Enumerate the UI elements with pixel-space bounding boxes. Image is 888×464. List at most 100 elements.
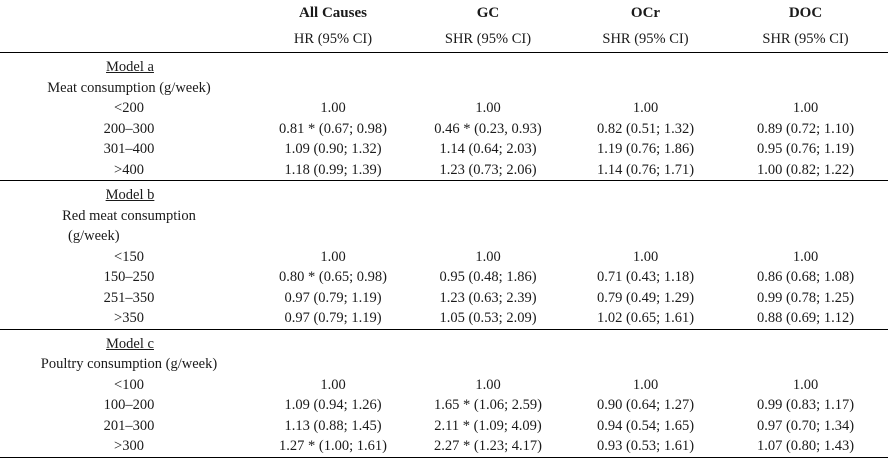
model-c-title-row: Model c <box>0 328 888 354</box>
table-row: <100 1.00 1.00 1.00 1.00 <box>0 375 888 396</box>
model-c-label: Poultry consumption (g/week) <box>40 356 218 372</box>
table-row: >400 1.18 (0.99; 1.39) 1.23 (0.73; 2.06)… <box>0 160 888 181</box>
value-cell: 1.02 (0.65; 1.61) <box>596 310 695 326</box>
model-b-label-row-2: (g/week) <box>0 226 888 247</box>
value-cell: 0.97 (0.70; 1.34) <box>756 417 855 434</box>
value-cell: 1.65 * (1.06; 2.59) <box>434 397 542 413</box>
table-row: >300 1.27 * (1.00; 1.61) 2.27 * (1.23; 4… <box>0 436 888 458</box>
value-cell: 1.00 <box>320 248 346 265</box>
value-cell: 0.89 (0.72; 1.10) <box>756 120 855 137</box>
value-cell: 1.09 (0.94; 1.26) <box>284 397 382 413</box>
value-cell: 1.00 <box>792 248 819 265</box>
table-row: >350 0.97 (0.79; 1.19) 1.05 (0.53; 2.09)… <box>0 308 888 329</box>
value-cell: 0.88 (0.69; 1.12) <box>756 310 855 326</box>
value-cell: 0.81 * (0.67; 0.98) <box>279 120 387 137</box>
header-empty-cell <box>0 0 258 27</box>
table-row: 301–400 1.09 (0.90; 1.32) 1.14 (0.64; 2.… <box>0 139 888 160</box>
table-row: 200–300 0.81 * (0.67; 0.98) 0.46 * (0.23… <box>0 119 888 140</box>
category-cell: >350 <box>114 310 144 326</box>
value-cell: 0.94 (0.54; 1.65) <box>596 417 695 434</box>
model-a-title-row: Model a <box>0 53 888 78</box>
value-cell: 1.23 (0.63; 2.39) <box>439 289 537 306</box>
value-cell: 0.93 (0.53; 1.61) <box>568 436 723 458</box>
model-b-title: Model b <box>0 180 258 206</box>
category-cell: 251–350 <box>103 289 155 306</box>
category-cell: <200 <box>114 100 144 116</box>
category-cell: 150–250 <box>103 269 155 285</box>
value-cell: 1.00 <box>475 100 501 116</box>
value-cell: 1.13 (0.88; 1.45) <box>284 417 382 434</box>
value-cell: 1.00 <box>792 376 819 393</box>
subheader-all-causes: HR (95% CI) <box>258 27 408 53</box>
value-cell: 1.00 <box>792 100 819 116</box>
value-cell: 1.00 <box>320 100 346 116</box>
category-cell: <150 <box>114 248 144 265</box>
value-cell: 1.00 <box>632 248 659 265</box>
value-cell: 0.46 * (0.23, 0.93) <box>434 120 542 137</box>
model-c-title: Model c <box>0 328 258 354</box>
value-cell: 2.11 * (1.09; 4.09) <box>434 417 542 434</box>
category-cell: 201–300 <box>103 417 155 434</box>
value-cell: 2.27 * (1.23; 4.17) <box>408 436 568 458</box>
model-b-title-row: Model b <box>0 180 888 206</box>
value-cell: 0.80 * (0.65; 0.98) <box>279 269 387 285</box>
value-cell: 1.00 <box>632 100 659 116</box>
value-cell: 1.00 <box>632 376 659 393</box>
header-row: All Causes GC OCr DOC <box>0 0 888 27</box>
category-cell: <100 <box>114 376 144 393</box>
value-cell: 0.79 (0.49; 1.29) <box>596 289 695 306</box>
value-cell: 0.95 (0.48; 1.86) <box>439 269 537 285</box>
table-row: <150 1.00 1.00 1.00 1.00 <box>0 247 888 268</box>
value-cell: 1.09 (0.90; 1.32) <box>284 141 382 157</box>
category-cell: 200–300 <box>103 120 155 137</box>
value-cell: 1.00 <box>320 376 346 393</box>
model-b-label-row: Red meat consumption <box>0 206 888 227</box>
value-cell: 0.97 (0.79; 1.19) <box>284 310 382 326</box>
model-a-label: Meat consumption (g/week) <box>47 79 211 96</box>
value-cell: 1.07 (0.80; 1.43) <box>723 436 888 458</box>
header-doc: DOC <box>788 5 823 21</box>
value-cell: 0.90 (0.64; 1.27) <box>596 397 695 413</box>
table-row: 201–300 1.13 (0.88; 1.45) 2.11 * (1.09; … <box>0 416 888 437</box>
header-ocr: OCr <box>630 5 661 21</box>
model-b-label-line1: Red meat consumption <box>62 207 196 224</box>
header-gc: GC <box>476 5 500 21</box>
value-cell: 0.97 (0.79; 1.19) <box>284 289 382 306</box>
table-row: 100–200 1.09 (0.94; 1.26) 1.65 * (1.06; … <box>0 395 888 416</box>
value-cell: 1.14 (0.76; 1.71) <box>596 161 695 178</box>
value-cell: 1.18 (0.99; 1.39) <box>284 161 382 178</box>
value-cell: 0.71 (0.43; 1.18) <box>596 269 695 285</box>
value-cell: 1.00 (0.82; 1.22) <box>756 161 855 178</box>
subheader-empty-cell <box>0 27 258 53</box>
value-cell: 1.00 <box>475 248 501 265</box>
value-cell: 1.19 (0.76; 1.86) <box>596 141 695 157</box>
subheader-ocr: SHR (95% CI) <box>568 27 723 53</box>
value-cell: 1.14 (0.64; 2.03) <box>439 141 537 157</box>
value-cell: 0.82 (0.51; 1.32) <box>596 120 695 137</box>
subheader-doc: SHR (95% CI) <box>723 27 888 53</box>
model-a-title: Model a <box>106 59 154 75</box>
category-cell: 100–200 <box>103 397 155 413</box>
category-cell: >400 <box>114 161 144 178</box>
table-row: 150–250 0.80 * (0.65; 0.98) 0.95 (0.48; … <box>0 267 888 288</box>
value-cell: 0.99 (0.83; 1.17) <box>756 397 855 413</box>
model-a-label-row: Meat consumption (g/week) <box>0 78 888 99</box>
value-cell: 0.99 (0.78; 1.25) <box>756 289 855 306</box>
category-cell: 301–400 <box>103 141 155 157</box>
value-cell: 1.23 (0.73; 2.06) <box>439 161 537 178</box>
category-cell: >300 <box>0 436 258 458</box>
table-row: <200 1.00 1.00 1.00 1.00 <box>0 98 888 119</box>
header-all-causes: All Causes <box>299 5 367 21</box>
value-cell: 1.00 <box>475 376 501 393</box>
model-b-label-line2: (g/week) <box>68 228 120 244</box>
table-row: 251–350 0.97 (0.79; 1.19) 1.23 (0.63; 2.… <box>0 288 888 309</box>
model-c-label-row: Poultry consumption (g/week) <box>0 354 888 375</box>
value-cell: 0.95 (0.76; 1.19) <box>756 141 855 157</box>
value-cell: 1.05 (0.53; 2.09) <box>439 310 537 326</box>
subheader-row: HR (95% CI) SHR (95% CI) SHR (95% CI) SH… <box>0 27 888 53</box>
subheader-gc: SHR (95% CI) <box>408 27 568 53</box>
value-cell: 0.86 (0.68; 1.08) <box>756 269 855 285</box>
value-cell: 1.27 * (1.00; 1.61) <box>258 436 408 458</box>
